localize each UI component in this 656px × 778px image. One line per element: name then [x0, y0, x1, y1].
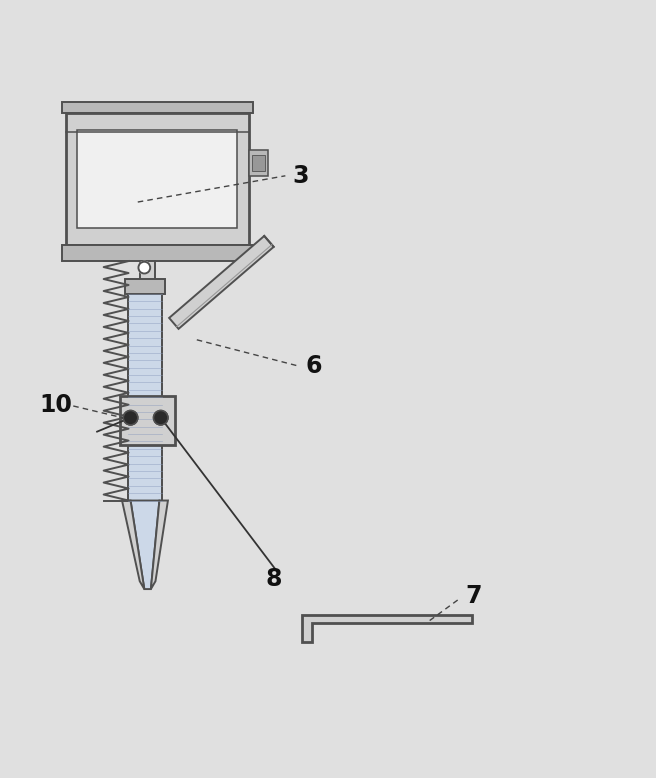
Circle shape	[123, 411, 138, 425]
Bar	[62, 102, 253, 114]
Bar	[66, 114, 249, 244]
Polygon shape	[151, 500, 168, 589]
Bar	[125, 279, 165, 294]
Polygon shape	[169, 236, 274, 329]
Circle shape	[154, 411, 168, 425]
Text: 6: 6	[305, 354, 321, 378]
Text: 10: 10	[39, 394, 72, 418]
Polygon shape	[302, 615, 472, 642]
Bar	[120, 395, 175, 445]
Polygon shape	[131, 500, 159, 589]
Bar	[249, 150, 268, 177]
Bar	[140, 261, 155, 294]
Text: 7: 7	[466, 584, 482, 608]
Bar	[128, 294, 162, 500]
Bar	[77, 130, 237, 228]
Text: 8: 8	[266, 567, 282, 591]
Bar	[128, 294, 162, 500]
Bar	[62, 244, 253, 261]
Circle shape	[138, 261, 150, 274]
Text: 3: 3	[292, 164, 308, 187]
Polygon shape	[122, 500, 144, 589]
Bar	[252, 156, 265, 171]
